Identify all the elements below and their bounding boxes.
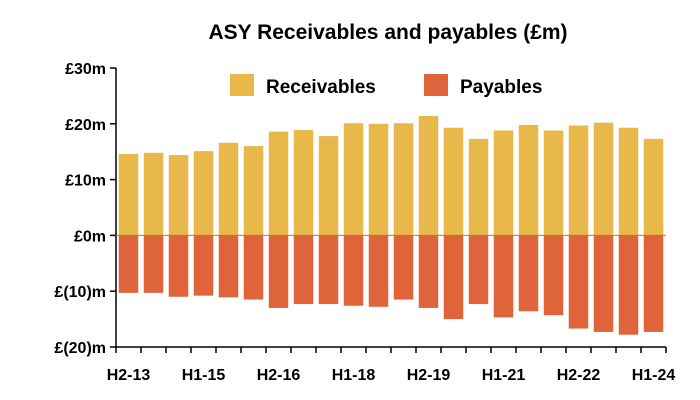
- x-tick-label: H2-22: [557, 367, 601, 384]
- bar-receivables-h2-14: [168, 155, 189, 236]
- bar-payables-h1-14: [143, 235, 164, 293]
- y-tick-labels: £(20)m £(10)m £0m £10m £20m £30m: [54, 61, 116, 357]
- legend-label-payables: Payables: [460, 77, 542, 98]
- bar-receivables-h2-13: [118, 153, 139, 236]
- bar-receivables-h2-15: [218, 142, 239, 236]
- x-tick-labels: H2-13 H1-15 H2-16 H1-18 H2-19 H1-21 H2-22 H1-24: [107, 347, 676, 384]
- y-tick-label: £10m: [65, 173, 106, 190]
- bar-payables-h2-14: [168, 235, 189, 297]
- legend-swatch-receivables: [230, 74, 254, 96]
- y-tick-label: £30m: [65, 61, 106, 78]
- bar-receivables-h1-22: [543, 130, 564, 236]
- bar-receivables-h2-20: [468, 138, 489, 236]
- bar-payables-h1-16: [243, 235, 264, 300]
- bar-receivables-h1-15: [193, 151, 214, 236]
- bar-receivables-h1-24: [643, 138, 664, 236]
- bar-receivables-h1-20: [443, 127, 464, 236]
- bar-receivables-h1-17: [293, 129, 314, 236]
- bar-payables-h2-13: [118, 235, 139, 293]
- bar-receivables-h2-17: [318, 136, 339, 236]
- x-tick-label: H1-21: [482, 367, 526, 384]
- bar-payables-h2-19: [418, 235, 439, 308]
- bar-payables-h1-19: [393, 235, 414, 300]
- bar-payables-h2-22: [568, 235, 589, 329]
- bar-receivables-h2-19: [418, 115, 439, 236]
- bar-receivables-h1-14: [143, 152, 164, 236]
- legend-swatch-payables: [424, 74, 448, 96]
- bar-receivables-h2-23: [618, 127, 639, 236]
- bar-receivables-h2-21: [518, 124, 539, 236]
- y-tick-label: £(20)m: [54, 340, 106, 357]
- bar-receivables-h1-21: [493, 130, 514, 236]
- x-tick-label: H2-16: [257, 367, 301, 384]
- x-tick-label: H2-19: [407, 367, 451, 384]
- bar-payables-h2-17: [318, 235, 339, 305]
- bar-payables-h1-21: [493, 235, 514, 318]
- bar-payables-h2-15: [218, 235, 239, 298]
- legend: Receivables Payables: [230, 74, 542, 98]
- bar-payables-h2-21: [518, 235, 539, 312]
- x-tick-label: H2-13: [107, 367, 151, 384]
- bar-payables-h2-23: [618, 235, 639, 335]
- chart-title: ASY Receivables and payables (£m): [208, 21, 567, 44]
- bar-receivables-h2-22: [568, 125, 589, 236]
- y-tick-label: £0m: [74, 228, 106, 245]
- bar-receivables-h1-19: [393, 123, 414, 236]
- bar-payables-h1-18: [343, 235, 364, 306]
- bar-payables-h1-23: [593, 235, 614, 332]
- bar-payables-h2-16: [268, 235, 289, 308]
- x-tick-label: H1-18: [332, 367, 376, 384]
- bar-payables-h2-18: [368, 235, 389, 307]
- bar-receivables-h1-23: [593, 122, 614, 236]
- bar-payables-h1-15: [193, 235, 214, 296]
- bar-payables-h2-20: [468, 235, 489, 305]
- x-tick-label: H1-15: [182, 367, 226, 384]
- bar-receivables-h1-16: [243, 146, 264, 236]
- bar-receivables-h2-18: [368, 123, 389, 236]
- legend-label-receivables: Receivables: [266, 77, 376, 98]
- bar-payables-h1-24: [643, 235, 664, 332]
- y-tick-label: £(10)m: [54, 284, 106, 301]
- bar-receivables-h1-18: [343, 123, 364, 236]
- bar-payables-h1-20: [443, 235, 464, 320]
- y-tick-label: £20m: [65, 117, 106, 134]
- bar-receivables-h2-16: [268, 131, 289, 236]
- bar-payables-h1-17: [293, 235, 314, 305]
- bar-payables-h1-22: [543, 235, 564, 316]
- x-tick-label: H1-24: [632, 367, 676, 384]
- bars-group: [118, 115, 664, 335]
